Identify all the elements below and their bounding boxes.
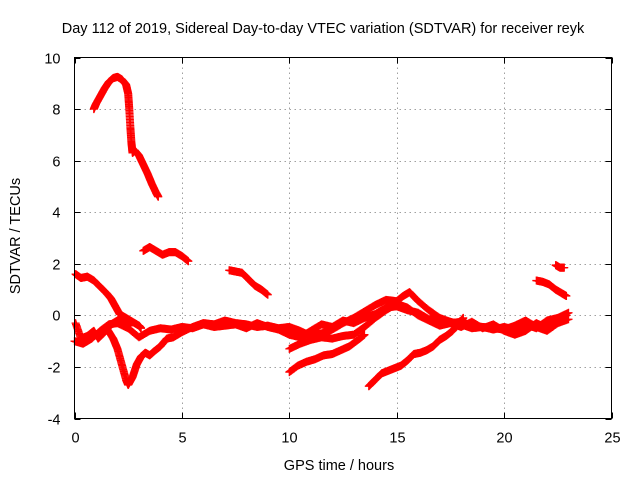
tick-labels: 0 5 10 15 20 25 -4 -2 0 2 4 6 8 10 bbox=[44, 52, 620, 447]
series-arc-end-short bbox=[551, 261, 569, 272]
data-point bbox=[137, 324, 146, 333]
data-point bbox=[263, 290, 272, 299]
y-tick-label: 10 bbox=[44, 52, 60, 68]
series-arc-end bbox=[532, 276, 571, 301]
data-point bbox=[154, 192, 163, 201]
data-point bbox=[562, 311, 571, 320]
series-arc-mid-b bbox=[225, 266, 272, 299]
y-tick-label: -2 bbox=[48, 361, 61, 377]
y-tick-label: -4 bbox=[48, 413, 61, 429]
y-tick-label: 0 bbox=[52, 309, 60, 325]
y-tick-label: 6 bbox=[52, 155, 60, 171]
x-tick-label: 10 bbox=[281, 431, 297, 447]
x-axis-label: GPS time / hours bbox=[284, 458, 394, 474]
y-axis-label: SDTVAR / TECUs bbox=[8, 178, 24, 294]
x-tick-label: 5 bbox=[178, 431, 186, 447]
y-tick-label: 2 bbox=[52, 258, 60, 274]
y-tick-label: 8 bbox=[52, 103, 60, 119]
plot-frame bbox=[74, 57, 612, 419]
data-point bbox=[459, 313, 468, 322]
series-arc-late-rise bbox=[364, 313, 468, 391]
y-tick-label: 4 bbox=[52, 206, 60, 222]
x-tick-label: 20 bbox=[496, 431, 512, 447]
series-arc-mid-a bbox=[139, 243, 193, 266]
data-marks bbox=[70, 72, 573, 391]
chart-title: Day 112 of 2019, Sidereal Day-to-day VTE… bbox=[62, 21, 585, 37]
axis-ticks bbox=[74, 57, 613, 420]
data-point bbox=[562, 292, 571, 301]
series-arc-high bbox=[89, 72, 163, 201]
x-tick-label: 0 bbox=[71, 431, 79, 447]
data-point bbox=[360, 330, 369, 339]
data-point bbox=[184, 257, 193, 266]
data-point bbox=[560, 263, 569, 272]
grid-lines bbox=[74, 57, 612, 419]
series-band-d bbox=[285, 330, 369, 377]
x-tick-label: 15 bbox=[389, 431, 405, 447]
x-tick-label: 25 bbox=[604, 431, 620, 447]
